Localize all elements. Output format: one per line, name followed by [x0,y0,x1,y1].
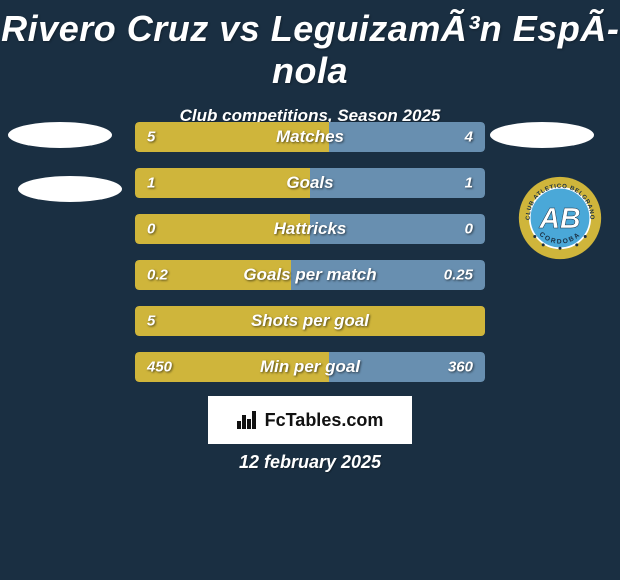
brand-text: FcTables.com [265,410,384,431]
stat-bar-left [135,168,310,198]
club-badge: CLUB ATLETICO BELGRANO CORDOBA AB [518,176,602,260]
stat-bar-left [135,214,310,244]
stat-bar-left [135,306,485,336]
stat-bar-left [135,352,329,382]
stat-row: Matches54 [135,122,485,152]
stat-row: Goals per match0.20.25 [135,260,485,290]
brand-logo: FcTables.com [208,396,412,444]
date-text: 12 february 2025 [0,452,620,473]
avatar-placeholder-right-1 [490,122,594,148]
svg-text:AB: AB [538,203,580,235]
stat-row: Shots per goal5 [135,306,485,336]
vs-text: vs [219,8,260,49]
stat-bar-left [135,260,291,290]
stats-comparison-chart: Matches54 Goals11 Hattricks00 Goals per mat… [135,122,485,398]
stat-row: Goals11 [135,168,485,198]
avatar-placeholder-left-1 [8,122,112,148]
stat-bar-left [135,122,329,152]
stat-bar-right [329,352,485,382]
stat-bar-right [291,260,485,290]
avatar-placeholder-left-2 [18,176,122,202]
page-title: Rivero Cruz vs LeguizamÃ³n EspÃ­nola [0,0,620,92]
player-left-name: Rivero Cruz [1,8,209,49]
stat-bar-right [310,168,485,198]
bars-icon [237,411,259,429]
stat-row: Hattricks00 [135,214,485,244]
stat-bar-right [310,214,485,244]
stat-bar-right [329,122,485,152]
stat-row: Min per goal450360 [135,352,485,382]
player-right-name: LeguizamÃ³n EspÃ­nola [271,8,619,91]
